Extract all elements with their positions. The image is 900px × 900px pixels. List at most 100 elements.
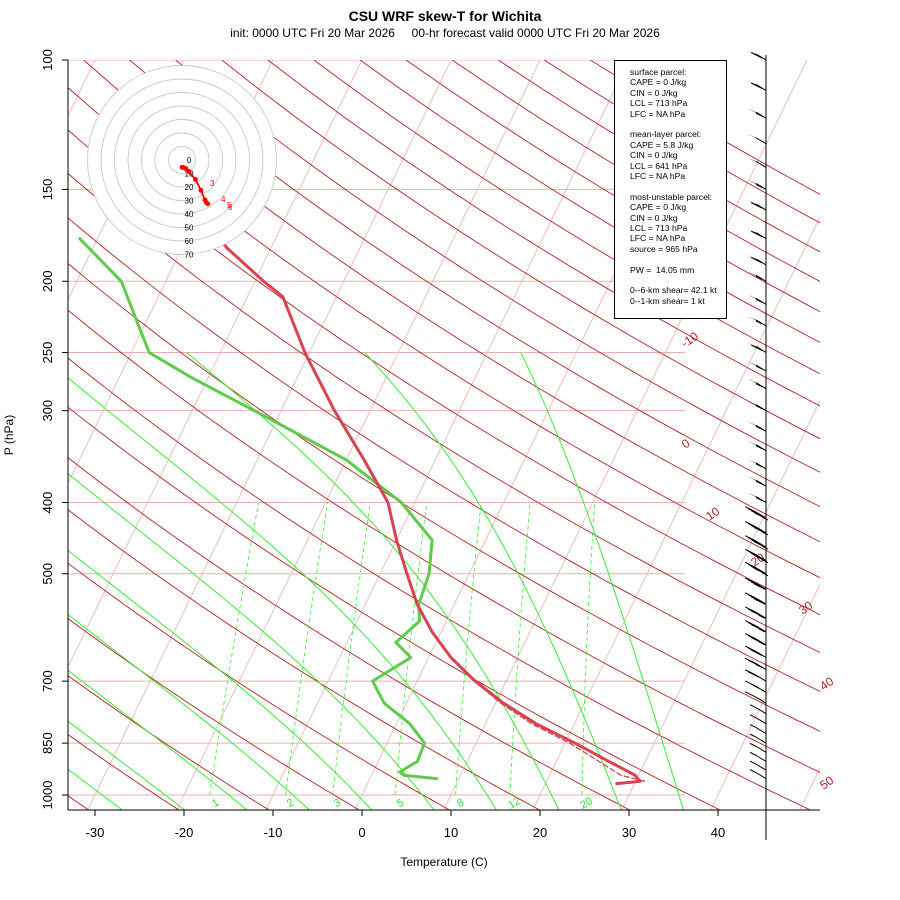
surface-parcel-group: surface parcel: CAPE = 0 J/kg CIN = 0 J/… xyxy=(630,67,722,119)
wind-barb xyxy=(744,548,769,564)
isotherm-line xyxy=(68,60,363,668)
wind-barb xyxy=(749,760,767,771)
parcel-legend: surface parcel: CAPE = 0 J/kg CIN = 0 J/… xyxy=(614,60,727,319)
hodograph-ring-label: 40 xyxy=(185,210,194,219)
dry-adiabat-line xyxy=(68,406,722,810)
isotherm-line xyxy=(87,60,452,810)
most-unstable-parcel-group: most-unstable parcel: CAPE = 0 J/kg CIN … xyxy=(630,192,722,254)
wind-barb xyxy=(749,742,767,753)
hodograph-ring-label: 10 xyxy=(185,170,194,179)
wind-barb xyxy=(747,378,767,390)
x-tick-label: -30 xyxy=(86,825,105,840)
hodograph-ring-label: 0 xyxy=(187,156,192,165)
mixing-ratio-label: 20 xyxy=(578,795,595,812)
y-axis-label: P (hPa) xyxy=(2,415,16,455)
mixing-ratio-label: 2 xyxy=(285,797,296,810)
x-tick-label: 40 xyxy=(711,825,725,840)
dry-adiabat-line xyxy=(68,217,820,692)
chart-subtitle: init: 0000 UTC Fri 20 Mar 2026 00-hr for… xyxy=(230,26,660,40)
dry-adiabat-line xyxy=(221,60,820,440)
hodograph-ring-label: 30 xyxy=(185,197,194,206)
wind-barb xyxy=(744,521,769,536)
y-tick-label: 100 xyxy=(40,49,55,71)
wind-barb xyxy=(749,704,767,715)
y-tick-label: 300 xyxy=(40,400,55,422)
wind-barb xyxy=(744,506,769,521)
y-tick-label: 250 xyxy=(40,342,55,364)
mixing-ratio-line xyxy=(209,502,259,796)
shear-group: 0--6-km shear= 42.1 kt 0--1-km shear= 1 … xyxy=(630,285,722,306)
mixing-ratio-label: 1 xyxy=(210,797,221,810)
moist-adiabat-line xyxy=(520,352,685,810)
legend-line: CIN = 0 J/kg xyxy=(630,150,678,161)
dry-adiabat-line xyxy=(83,60,820,543)
hodograph-point xyxy=(198,187,204,193)
hodograph-point xyxy=(205,201,211,207)
hodograph-ring xyxy=(154,132,210,188)
hodograph-point-label: 5 xyxy=(227,201,232,210)
mixing-ratio-line xyxy=(509,502,531,796)
x-tick-label: 10 xyxy=(444,825,458,840)
legend-line: surface parcel: xyxy=(630,67,687,77)
wind-barb xyxy=(749,769,767,780)
wind-barb xyxy=(749,714,767,725)
legend-line: CAPE = 0 J/kg xyxy=(630,77,687,88)
y-tick-label: 400 xyxy=(40,492,55,514)
isotherm-line xyxy=(532,215,820,810)
moist-adiabat-line xyxy=(68,613,311,810)
wind-barb xyxy=(747,254,767,266)
mixing-ratio-label: 12 xyxy=(506,795,523,812)
wind-barb xyxy=(747,294,767,305)
wind-barb xyxy=(744,657,767,670)
hodograph-ring xyxy=(168,146,196,174)
wind-barb xyxy=(747,50,767,61)
mixing-ratio-line xyxy=(455,502,482,796)
dry-adiabat-line xyxy=(313,60,820,375)
wind-barb xyxy=(744,535,769,550)
dry-adiabat-line xyxy=(68,129,820,616)
x-tick-label: 20 xyxy=(533,825,547,840)
hodograph-ring xyxy=(127,105,237,215)
y-tick-label: 850 xyxy=(40,732,55,754)
hodograph-point xyxy=(186,169,192,174)
legend-line: LCL = 641 hPa xyxy=(630,160,688,171)
legend-line: 0--6-km shear= 42.1 kt xyxy=(630,285,717,296)
x-tick-label: -20 xyxy=(175,825,194,840)
isotherm-line xyxy=(68,60,274,485)
wind-barb xyxy=(747,492,767,503)
wind-barb xyxy=(747,476,767,487)
dry-adiabat-line xyxy=(68,617,361,810)
hodograph-point xyxy=(193,177,198,182)
wind-barb xyxy=(747,342,767,353)
hodograph-ring-label: 60 xyxy=(185,237,194,246)
hodograph-ring-label: 20 xyxy=(185,183,194,192)
wind-barb xyxy=(749,724,767,735)
wind-barb xyxy=(747,108,767,119)
wind-barb xyxy=(744,620,767,633)
wind-barb xyxy=(747,440,767,452)
legend-line: LCL = 713 hPa xyxy=(630,98,688,109)
legend-line: 0--1-km shear= 1 kt xyxy=(630,295,705,306)
wind-barb xyxy=(744,561,769,577)
mixing-ratio-line xyxy=(332,502,371,796)
wind-barb xyxy=(744,577,767,590)
mixing-ratio-label: 5 xyxy=(395,797,406,810)
wind-barb xyxy=(744,606,767,619)
legend-line: CAPE = 0 J/kg xyxy=(630,202,687,213)
mixing-ratio-label: 8 xyxy=(455,797,466,810)
wind-barb xyxy=(747,458,767,470)
hodograph-point-label: 6 xyxy=(228,203,233,212)
dry-adiabat-line xyxy=(68,675,270,810)
dry-adiabat-line xyxy=(68,734,180,810)
dry-adiabat-line xyxy=(68,357,812,810)
wind-barb xyxy=(744,633,767,646)
hodograph-ring xyxy=(87,65,277,255)
dry-adiabat-line xyxy=(68,309,820,773)
wind-barb xyxy=(747,133,767,145)
mixing-ratio-line xyxy=(285,502,329,796)
wind-barb xyxy=(749,733,767,744)
wind-barb xyxy=(747,228,767,240)
legend-line: CIN = 0 J/kg xyxy=(630,212,678,223)
legend-line: mean-layer parcel: xyxy=(630,129,702,140)
